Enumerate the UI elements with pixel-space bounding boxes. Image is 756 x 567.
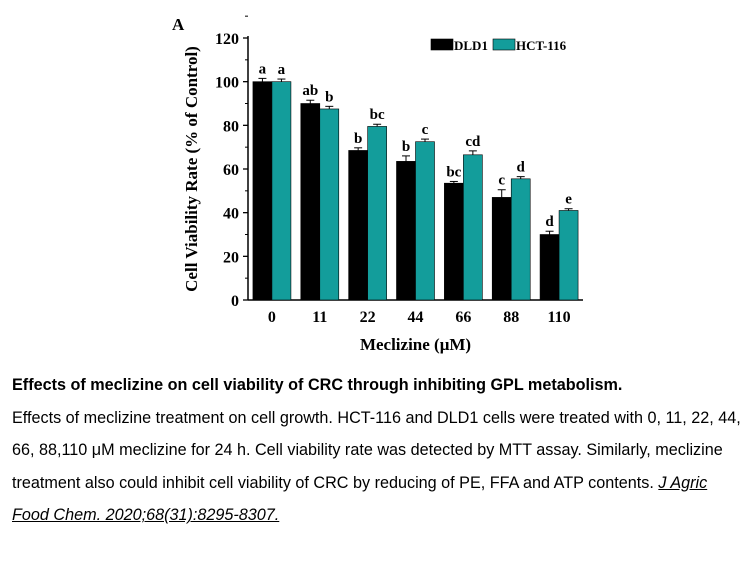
x-tick-label: 22 (360, 309, 376, 326)
significance-label: a (259, 61, 267, 77)
bar-hct-116 (511, 179, 530, 300)
bar-dld1 (253, 82, 272, 300)
x-tick-label: 66 (455, 309, 471, 326)
x-tick-label: 0 (268, 309, 276, 326)
caption-title: Effects of meclizine on cell viability o… (12, 369, 748, 402)
x-axis-title: Meclizine (μM) (360, 335, 471, 354)
x-tick-label: 44 (408, 309, 424, 326)
y-tick-label: 120 (215, 31, 239, 48)
y-tick-label: 80 (223, 118, 239, 135)
y-tick-label: 60 (223, 162, 239, 179)
y-tick-label: 100 (215, 75, 239, 92)
bar-hct-116 (272, 82, 291, 300)
significance-label: bc (370, 107, 385, 123)
x-tick-label: 11 (312, 309, 327, 326)
bar-dld1 (444, 183, 463, 300)
y-tick-label: 20 (223, 249, 239, 266)
x-tick-label: 88 (503, 309, 519, 326)
significance-label: a (278, 62, 286, 78)
significance-label: c (422, 122, 429, 138)
chart-area: 0 20 40 60 80 100 120 a a 0 ab b 11 b bc 22 b c 44 bc cd 66 c d… (0, 0, 756, 360)
significance-label: e (565, 192, 572, 208)
bar-hct-116 (416, 142, 435, 300)
bar-hct-116 (559, 210, 578, 300)
significance-label: d (517, 160, 526, 176)
bar-dld1 (301, 104, 320, 301)
y-tick-label: 40 (223, 206, 239, 223)
bar-dld1 (492, 197, 511, 300)
significance-label: c (498, 173, 505, 189)
x-tick-label: 110 (548, 309, 571, 326)
significance-label: cd (465, 134, 481, 150)
significance-label: ab (302, 83, 318, 99)
legend-label-hct-116: HCT-116 (516, 38, 567, 53)
bar-hct-116 (320, 109, 339, 300)
legend-swatch-dld1 (431, 39, 453, 50)
significance-label: bc (446, 164, 461, 180)
bar-hct-116 (368, 126, 387, 300)
caption-body: Effects of meclizine treatment on cell g… (12, 409, 741, 492)
legend-swatch-hct-116 (493, 39, 515, 50)
legend-label-dld1: DLD1 (454, 38, 488, 53)
significance-label: b (325, 89, 333, 105)
bar-dld1 (349, 150, 368, 300)
y-tick-label: 0 (231, 293, 239, 310)
significance-label: b (402, 139, 410, 155)
y-axis-title: Cell Viability Rate (% of Control) (182, 46, 201, 292)
significance-label: d (545, 214, 554, 230)
bar-dld1 (540, 235, 559, 301)
bar-hct-116 (463, 155, 482, 300)
significance-label: b (354, 131, 362, 147)
panel-label: A (172, 15, 185, 34)
figure-caption: Effects of meclizine on cell viability o… (12, 369, 748, 532)
bar-dld1 (397, 161, 416, 300)
